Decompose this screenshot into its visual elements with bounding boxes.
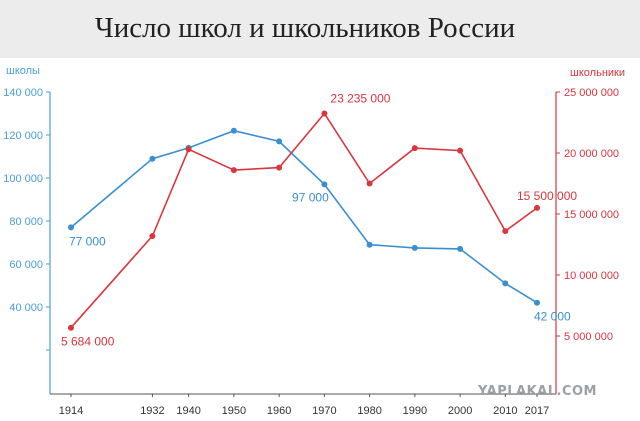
schools-data-point (366, 241, 373, 248)
x-tick-label: 1950 (222, 405, 246, 417)
x-tick-label: 1940 (176, 405, 200, 417)
x-tick-label: 1914 (59, 405, 83, 417)
left-tick-label: 120 000 (3, 130, 43, 142)
right-tick-label: 10 000 000 (564, 270, 619, 282)
schools-data-point (230, 127, 237, 134)
chart-title: Число школ и школьников России (94, 12, 516, 44)
left-tick-label: 80 000 (9, 216, 43, 228)
right-axis-title: школьники (570, 67, 625, 79)
students-data-point (457, 147, 464, 154)
x-tick-label: 1932 (140, 405, 164, 417)
students-data-point (230, 167, 237, 174)
students-data-point (185, 146, 192, 153)
x-tick-label: 2000 (448, 405, 472, 417)
schools-data-point (276, 138, 283, 145)
left-tick-label: 100 000 (3, 173, 43, 185)
students-data-point (149, 233, 156, 239)
watermark: YAPLAKAL.COM (478, 384, 597, 399)
x-tick-label: 1960 (267, 405, 291, 417)
students-data-point (411, 145, 418, 152)
x-tick-label: 2017 (525, 405, 549, 417)
schools-data-point (411, 244, 418, 251)
x-tick-label: 1970 (312, 405, 336, 417)
right-tick-label: 25 000 000 (564, 87, 619, 99)
data-label: 23 235 000 (330, 92, 390, 106)
schools-data-point (457, 245, 464, 252)
data-label: 5 684 000 (61, 335, 115, 349)
students-data-point (321, 110, 328, 117)
x-tick-label: 1980 (357, 405, 381, 417)
students-data-point (366, 180, 373, 187)
right-tick-label: 15 000 000 (564, 209, 619, 221)
title-bar (0, 0, 640, 58)
data-label: 42 000 (534, 310, 571, 324)
schools-data-point (321, 181, 328, 188)
left-tick-label: 60 000 (9, 259, 43, 271)
x-tick-label: 1990 (403, 405, 427, 417)
schools-data-point (534, 299, 540, 306)
students-data-point (534, 204, 540, 211)
students-data-point (502, 228, 509, 235)
data-label: 77 000 (69, 234, 106, 248)
x-tick-label: 2010 (493, 405, 517, 417)
schools-data-point (502, 280, 509, 287)
left-tick-label: 140 000 (3, 87, 43, 99)
data-label: 97 000 (292, 190, 329, 204)
students-data-point (276, 164, 283, 171)
schools-series-line (70, 129, 538, 304)
left-axis-title: школы (6, 65, 40, 77)
left-tick-label: 40 000 (9, 302, 43, 314)
students-series-line (70, 112, 538, 329)
students-data-point (68, 324, 74, 331)
schools-data-point (68, 224, 74, 231)
data-label: 15 500 000 (517, 189, 577, 203)
right-tick-label: 5 000 000 (564, 331, 613, 343)
schools-data-point (149, 155, 156, 162)
right-tick-label: 20 000 000 (564, 148, 619, 160)
